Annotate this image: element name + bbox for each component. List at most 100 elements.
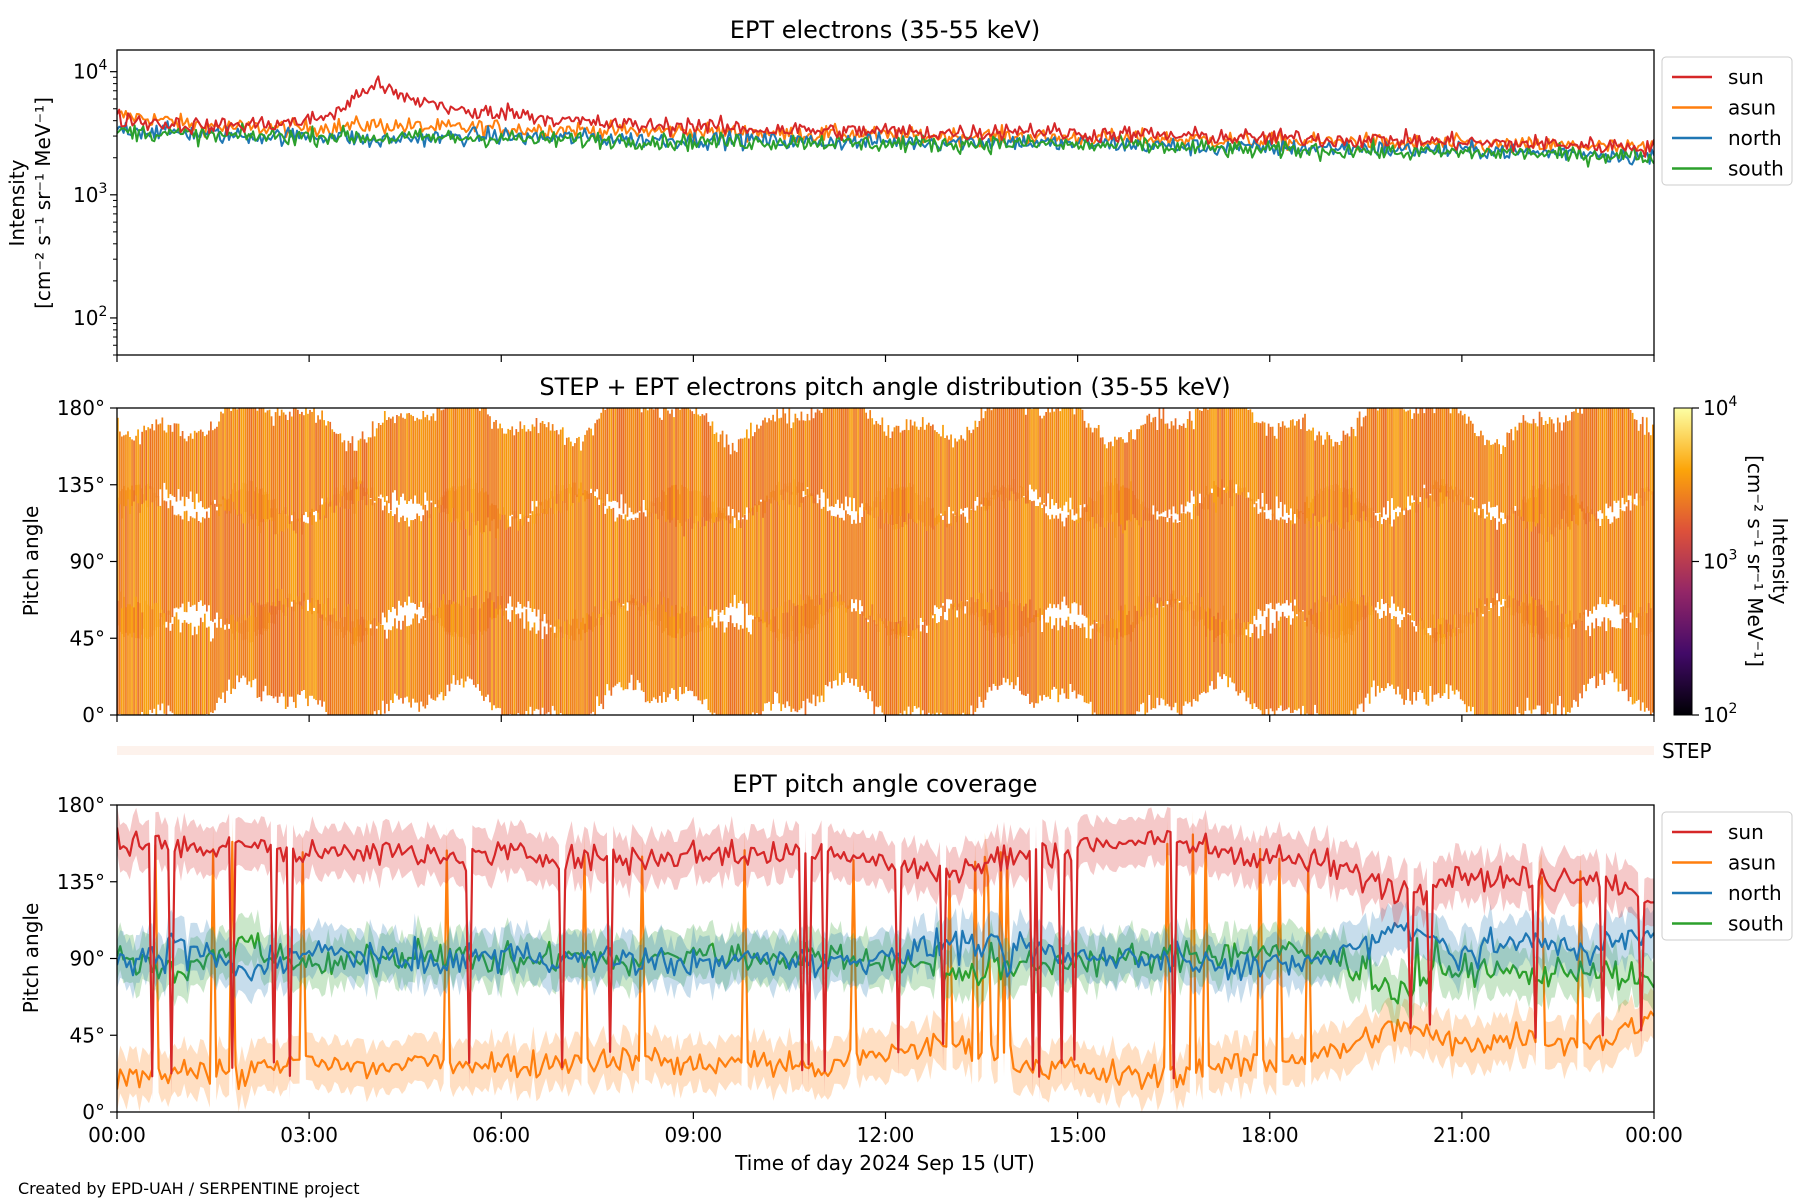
p2-heat-cell: [570, 487, 572, 636]
p2-heat-cell: [430, 502, 433, 621]
p2-heat-cell: [303, 521, 305, 602]
p2-heat-cell: [222, 496, 224, 627]
p2-heat-cell: [794, 413, 797, 495]
p2-heat-cell: [693, 490, 696, 633]
p2-heat-cell: [1219, 619, 1221, 677]
p2-heat-cell: [1087, 423, 1090, 522]
p2-heat-cell: [1103, 444, 1106, 528]
p2-heat-cell: [1542, 607, 1545, 715]
p2-heat-cell: [574, 482, 576, 641]
p2-heat-cell: [1109, 482, 1112, 641]
p2-heat-cell: [745, 627, 748, 715]
p2-heat-cell: [1308, 429, 1310, 521]
p2-heat-cell: [299, 414, 301, 522]
p2-heat-cell: [450, 487, 453, 636]
p2-heat-cell: [513, 510, 516, 613]
p2-heat-cell: [606, 408, 609, 495]
p2-heat-cell: [986, 492, 989, 631]
p2-heat-cell: [147, 427, 150, 508]
p2-heat-cell: [1213, 616, 1215, 690]
p2-heat-cell: [345, 492, 348, 631]
p2-heat-cell: [950, 603, 952, 715]
p2-heat-cell: [1304, 621, 1306, 715]
p2-heat-cell: [693, 616, 696, 697]
p2-heat-cell: [149, 486, 152, 637]
p2-heat-cell: [1257, 513, 1260, 610]
p2-heat-cell: [1120, 437, 1122, 525]
p2-heat-cell: [347, 440, 350, 509]
p2-heat-cell: [1609, 523, 1612, 600]
cb-tick-label: 104: [1703, 394, 1737, 420]
p2-heat-cell: [1433, 413, 1436, 502]
p2-heat-cell: [628, 519, 631, 604]
p2-heat-cell: [1465, 616, 1468, 713]
p2-heat-cell: [1615, 408, 1618, 503]
p2-heat-cell: [323, 420, 325, 516]
p2-heat-cell: [327, 421, 330, 504]
p2-heat-cell: [816, 503, 819, 620]
p2-heat-cell: [167, 610, 170, 706]
p2-heat-cell: [1263, 629, 1266, 715]
p2-heat-cell: [476, 492, 479, 631]
p2-heat-cell: [260, 604, 263, 702]
p2-heat-cell: [193, 430, 196, 510]
p2-heat-cell: [630, 408, 633, 513]
p2-heat-cell: [1298, 419, 1300, 519]
p2-heat-cell: [970, 597, 973, 706]
p2-heat-cell: [248, 480, 251, 643]
p2-heat-cell: [462, 590, 465, 688]
p2-heat-cell: [788, 482, 791, 641]
p2-heat-cell: [301, 514, 303, 610]
p2-heat-cell: [1647, 603, 1650, 711]
p2-heat-cell: [1122, 439, 1124, 534]
p2-heat-cell: [121, 488, 123, 635]
p2-heat-cell: [159, 613, 162, 711]
p2-heat-cell: [798, 594, 801, 710]
p2-heat-cell: [792, 603, 795, 709]
p2-heat-cell: [232, 614, 234, 689]
p2-heat-cell: [491, 503, 493, 620]
p2-heat-cell: [323, 603, 325, 702]
p2-heat-cell: [505, 610, 508, 715]
p2-heat-cell: [1065, 408, 1068, 502]
p2-heat-cell: [1581, 501, 1583, 622]
p2-heat-cell: [335, 487, 338, 636]
p2-heat-cell: [883, 618, 886, 715]
p2-heat-cell: [923, 501, 926, 622]
p2-heat-cell: [905, 488, 908, 635]
p2-heat-cell: [1332, 491, 1335, 632]
p2-heat-cell: [1623, 605, 1626, 692]
p2-heat-cell: [553, 496, 556, 627]
p2-heat-cell: [1004, 607, 1007, 683]
p2-heat-cell: [420, 521, 423, 602]
p2-heat-cell: [228, 628, 230, 680]
p2-heat-cell: [729, 454, 732, 524]
p2-heat-cell: [292, 408, 295, 531]
p2-heat-cell: [371, 487, 374, 636]
p2-heat-cell: [598, 418, 601, 500]
p2-heat-cell: [276, 588, 279, 703]
p2-heat-cell: [127, 604, 129, 715]
p2-heat-cell: [853, 608, 855, 686]
p2-heat-cell: [847, 605, 849, 679]
p2-heat-cell: [1641, 488, 1644, 635]
p2-heat-cell: [1035, 408, 1037, 490]
p2-heat-cell: [913, 484, 916, 639]
p2-heat-cell: [1152, 417, 1155, 506]
p2-heat-cell: [681, 408, 683, 527]
p2-heat-cell: [371, 421, 374, 506]
p2-heat-cell: [976, 505, 979, 618]
p2-heat-cell: [1023, 606, 1025, 696]
p2-heat-cell: [887, 425, 890, 525]
p2-heat-cell: [470, 489, 473, 634]
p2-heat-cell: [576, 618, 578, 715]
p2-heat-cell: [230, 615, 232, 694]
p2-heat-cell: [634, 408, 637, 514]
p2-heat-cell: [1350, 600, 1353, 711]
p2-heat-cell: [859, 522, 861, 601]
p2-heat-cell: [764, 500, 766, 623]
p2-heat-cell: [1227, 408, 1229, 491]
p2-heat-cell: [719, 510, 722, 613]
p2-heat-cell: [673, 485, 675, 638]
p2-heat-cell: [875, 421, 878, 508]
